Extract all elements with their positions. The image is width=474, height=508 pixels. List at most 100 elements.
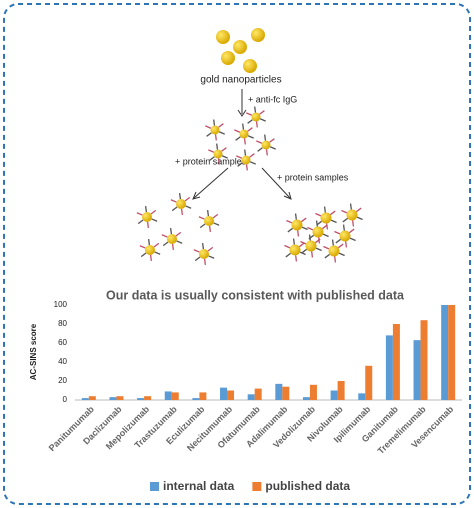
antibody (337, 243, 344, 249)
bar (88, 396, 96, 400)
bar (309, 384, 317, 400)
coated-particle (312, 226, 324, 238)
antibody (349, 203, 352, 210)
antibody (212, 213, 219, 219)
antibody (178, 193, 182, 200)
coated-particle (261, 140, 271, 150)
antibody (292, 238, 295, 245)
antibody (308, 234, 315, 240)
antibody (285, 252, 292, 258)
antibody (311, 251, 314, 258)
bar (171, 392, 179, 400)
antibody (206, 210, 210, 217)
antibody (245, 164, 248, 171)
antibody (140, 252, 147, 258)
antibody (207, 246, 214, 252)
antibody (208, 225, 212, 232)
bar (164, 391, 172, 400)
diagram: gold nanoparticles + anti-fc IgG + prote… (136, 28, 363, 265)
antibody (321, 224, 328, 230)
coated-particle (210, 125, 220, 135)
coated-particle (213, 149, 223, 159)
coated-particle (204, 216, 214, 226)
coated-particle (199, 249, 209, 259)
antibody (326, 223, 329, 230)
antibody (264, 134, 267, 141)
antibody (342, 224, 345, 231)
antibody (149, 254, 153, 261)
arrow (193, 167, 229, 199)
y-tick-label: 60 (58, 338, 67, 347)
y-tick-label: 40 (58, 357, 67, 366)
antibody (330, 219, 337, 224)
antibody (318, 237, 321, 244)
antibody (213, 119, 216, 126)
antibody (184, 196, 191, 202)
dashed-border (3, 3, 471, 505)
antibody (146, 221, 150, 228)
antibody (203, 258, 207, 265)
bar (413, 340, 421, 400)
nanoparticle (243, 59, 257, 73)
bar (254, 388, 262, 400)
legend-swatch (150, 482, 159, 491)
antibody (218, 123, 224, 128)
nanoparticle (251, 28, 265, 42)
bar (358, 393, 366, 400)
antibody (144, 206, 148, 213)
antibody (301, 248, 308, 254)
antibody (298, 242, 305, 248)
nanoparticle (233, 40, 247, 54)
antibody (300, 217, 307, 223)
antibody (198, 216, 205, 220)
bar (385, 335, 393, 400)
y-tick-label: 0 (63, 395, 68, 404)
antibody (294, 213, 297, 220)
bar (302, 397, 310, 400)
x-tick-label: Tremelimumab (376, 404, 428, 456)
antibody (247, 127, 253, 132)
antibody (247, 135, 254, 139)
antibody (171, 206, 178, 212)
coated-particle (142, 212, 152, 222)
antibody (153, 242, 160, 248)
coated-particle (320, 212, 332, 224)
antibody (154, 251, 161, 255)
bar (441, 305, 449, 400)
antibody (205, 125, 212, 129)
legend-swatch (252, 482, 262, 491)
coated-particle (239, 129, 249, 139)
antibody (297, 230, 300, 237)
coated-particle (289, 244, 301, 256)
antibody (246, 112, 253, 116)
diagram-label: + protein samples (277, 172, 349, 182)
antibody (137, 219, 144, 225)
antibody (221, 147, 227, 152)
antibody (323, 245, 330, 250)
bar (199, 392, 207, 400)
antibody (221, 155, 228, 159)
antibody (300, 240, 307, 245)
diagram-label: + anti-fc IgG (248, 94, 297, 104)
antibody (329, 210, 336, 216)
antibody (214, 134, 217, 141)
antibody (301, 226, 308, 231)
bar (192, 398, 200, 400)
antibody (257, 147, 263, 152)
bar (220, 387, 228, 400)
antibody (286, 219, 293, 224)
bar (227, 390, 235, 400)
arrow (261, 167, 291, 199)
coated-particle (328, 245, 340, 257)
antibody (247, 119, 253, 124)
antibody (217, 158, 220, 165)
bar (275, 383, 283, 400)
antibody (194, 256, 201, 262)
antibody (349, 237, 356, 242)
antibody (208, 149, 215, 153)
y-tick-label: 80 (58, 319, 67, 328)
antibody (171, 243, 175, 250)
antibody (161, 234, 168, 238)
antibody (185, 205, 192, 209)
y-tick-label: 100 (54, 300, 68, 309)
